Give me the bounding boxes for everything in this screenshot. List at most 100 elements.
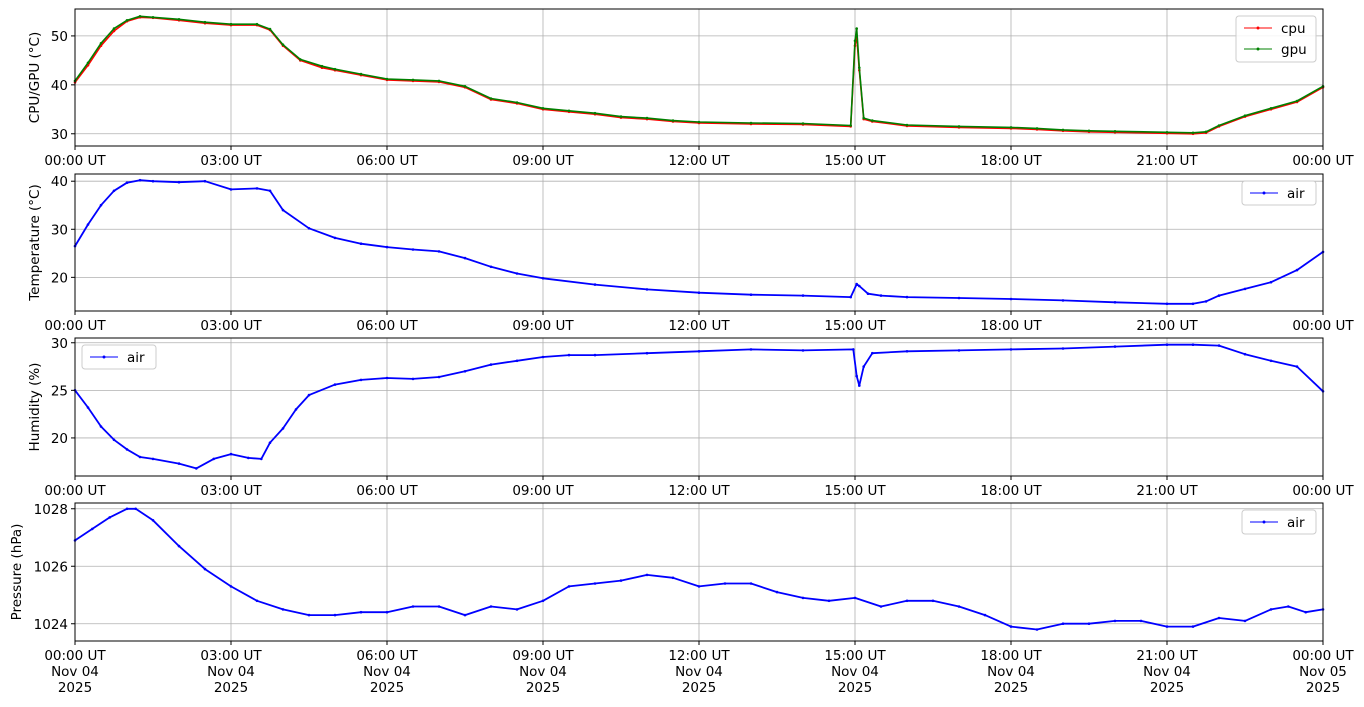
data-point [541,599,545,603]
data-point [229,188,233,191]
data-point [138,178,142,182]
data-point [125,181,129,184]
data-point [1269,359,1273,363]
data-point [862,365,865,368]
data-point [957,605,961,608]
data-point [1287,605,1290,608]
data-point [853,39,857,43]
legend-label: air [1287,186,1305,202]
data-point [125,19,129,22]
data-point [775,590,779,594]
chart-panel-2: 20 30 40 00:00 UT 03:00 UT 06:00 UT 09:00 UT 12… [27,173,1354,334]
data-point [1009,126,1013,129]
data-point [749,293,753,297]
data-point [463,85,467,88]
data-point [1269,107,1273,110]
data-point [515,272,519,275]
y-tick-label: 30 [51,127,68,143]
data-point [849,124,852,127]
data-point [645,351,649,355]
data-point [125,448,129,451]
x-tick-label: 15:00 UT [824,483,886,499]
data-point [299,58,302,61]
y-tick-label: 1026 [34,559,68,575]
data-point [1087,129,1091,133]
data-point [619,115,623,118]
y-tick-label: 30 [51,222,68,238]
data-point [212,457,215,461]
data-point [858,66,861,69]
data-point [1035,628,1039,631]
data-point [411,605,415,608]
x-tick-label: 2025 [838,680,872,696]
data-point [541,107,545,110]
data-point [229,585,233,588]
data-point [723,582,727,585]
data-point [1165,131,1169,134]
x-tick-label: 2025 [370,680,404,696]
data-point [871,351,874,355]
data-point [905,350,909,353]
data-point [1009,297,1013,301]
legend: air [81,344,157,370]
data-point [866,292,870,296]
data-point [957,349,961,352]
legend-label: air [1287,515,1305,531]
data-point [1304,610,1307,614]
data-point [307,227,311,230]
data-point [489,97,493,100]
data-point [411,78,415,82]
data-point [411,377,415,381]
legend-marker [1256,26,1260,30]
legend-frame [1241,180,1317,206]
x-tick-label: 03:00 UT [200,318,262,334]
data-point [112,27,116,30]
data-point [905,123,909,127]
data-point [359,242,363,245]
data-point [567,585,571,588]
data-point [827,599,831,603]
data-point [801,596,805,600]
data-point [359,378,363,382]
data-point [281,427,285,430]
data-point [463,256,467,260]
data-point [255,22,259,26]
data-point [307,393,311,397]
data-point [125,507,129,511]
data-point [1191,131,1195,135]
data-point [203,567,207,571]
data-point [489,265,493,269]
data-point [489,605,493,608]
data-point [1035,127,1039,130]
data-point [255,599,259,603]
x-tick-label: 15:00 UT [824,153,886,169]
data-point [112,438,116,442]
series-air-2 [73,178,1325,306]
data-point [593,353,597,357]
data-point [871,119,874,122]
data-point [385,376,389,380]
data-point [671,576,675,580]
data-point [541,355,545,359]
x-tick-label: 06:00 UT [356,648,418,664]
x-tick-label: 21:00 UT [1136,153,1198,169]
data-point [801,122,805,125]
x-tick-label: 00:00 UT [1292,483,1354,499]
x-tick-label: 00:00 UT [44,648,106,664]
data-point [853,596,857,600]
y-tick-label: 1024 [34,617,68,633]
data-point [112,189,116,193]
x-tick-label: 2025 [214,680,248,696]
data-point [1087,622,1091,625]
x-tick-label: 00:00 UT [1292,648,1354,664]
data-point [108,516,111,519]
y-axis-label: Pressure (hPa) [9,524,25,621]
data-point [1139,619,1143,623]
x-tick-label: Nov 04 [207,664,255,680]
data-point [645,116,649,120]
data-point [260,457,263,461]
y-tick-label: 50 [51,29,68,45]
data-point [247,456,250,460]
data-point [281,208,285,212]
data-point [333,67,337,71]
